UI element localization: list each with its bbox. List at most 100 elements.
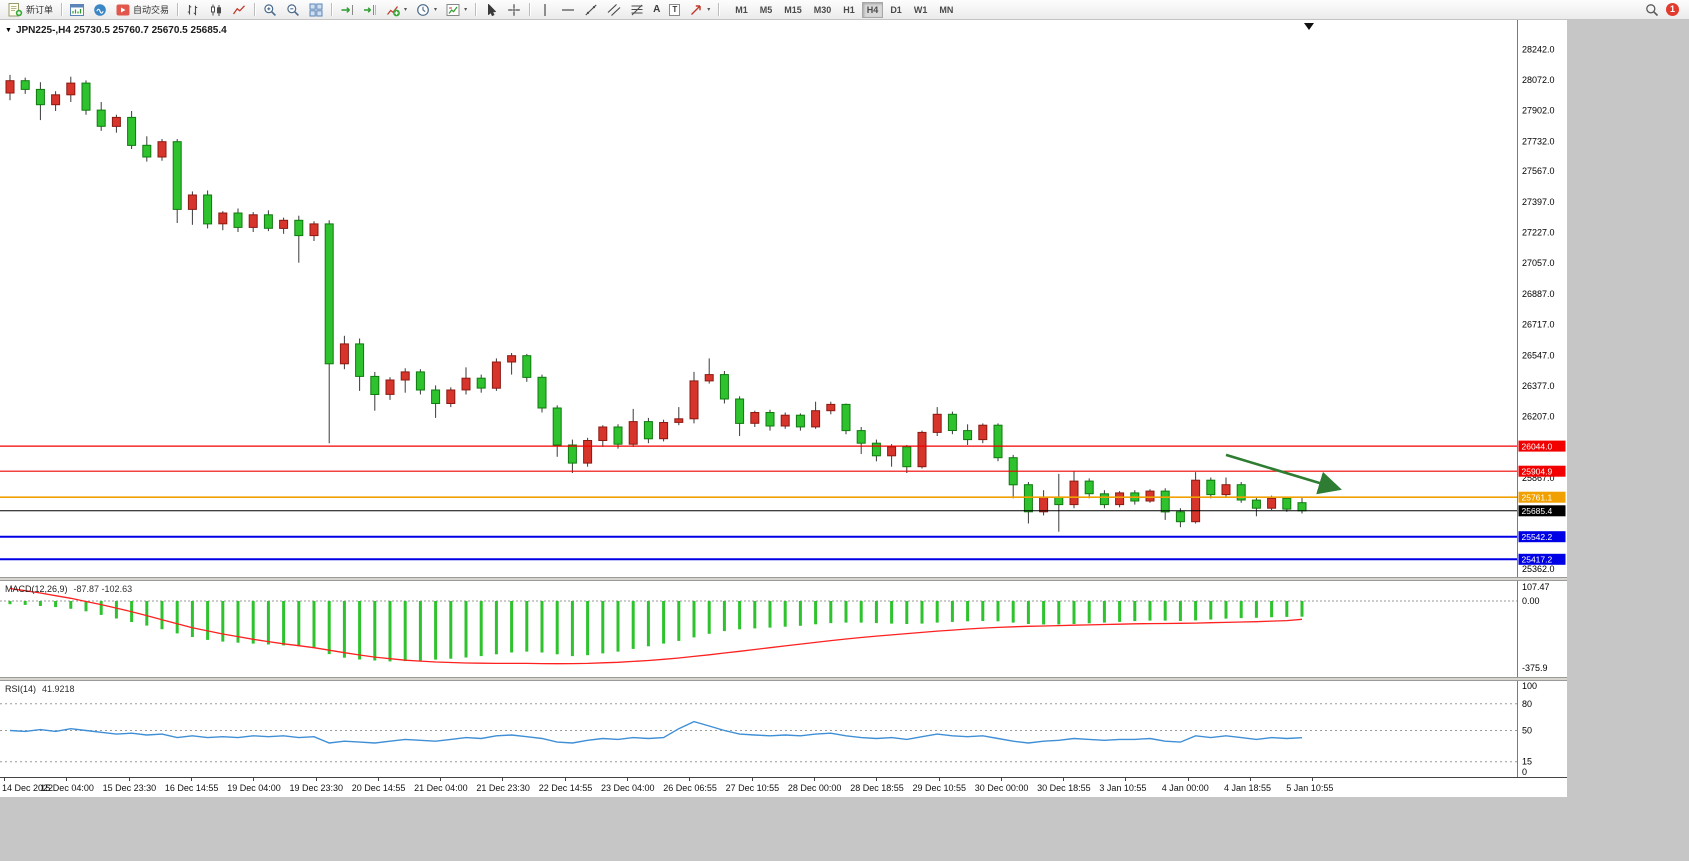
price-axis-label: 26887.0 (1522, 289, 1555, 299)
candle (96, 102, 106, 131)
zoom-in-button[interactable] (259, 1, 281, 19)
time-axis[interactable]: 14 Dec 2022 15 Dec 04:00 15 Dec 23:30 16 De… (0, 777, 1567, 797)
channel-button[interactable] (603, 1, 625, 19)
price-tag: 25761.1 (1518, 491, 1566, 503)
dropdown-caret-icon: ▾ (404, 7, 408, 13)
time-axis-label: 5 Jan 10:55 (1286, 783, 1334, 793)
time-axis-label: 21 Dec 23:30 (476, 783, 530, 793)
cursor-button[interactable] (480, 1, 502, 19)
vertical-line-button[interactable] (534, 1, 556, 19)
candlestick-chart-button[interactable] (205, 1, 227, 19)
candle (81, 80, 91, 115)
chart-title-text: JPN225-,H4 25730.5 25760.7 25670.5 25685… (15, 25, 227, 36)
timeframe-h4[interactable]: H4 (861, 1, 884, 18)
candle (1054, 473, 1064, 532)
add-indicator-button[interactable]: ▾ (382, 1, 411, 19)
text-button[interactable]: A (649, 1, 664, 19)
chart-window: 28242.0 28072.0 27902.0 27732.0 27567.0 27397… (0, 20, 1567, 797)
line-chart-button[interactable] (228, 1, 250, 19)
timeframe-h1[interactable]: H1 (838, 2, 860, 18)
candle (643, 417, 653, 444)
cursor-icon (488, 3, 496, 16)
toolbar-separator (718, 3, 720, 16)
text-label-icon: T (669, 3, 681, 16)
tile-windows-button[interactable] (305, 1, 327, 19)
candle (963, 424, 973, 445)
timeframe-m15[interactable]: M15 (779, 2, 807, 18)
trend-arrow[interactable] (1225, 453, 1342, 495)
candle (66, 76, 76, 102)
candle (1160, 488, 1170, 520)
candle (765, 409, 775, 431)
candle (1069, 471, 1079, 509)
macd-plot[interactable]: 107.47 0.00 -375.9 (0, 581, 1567, 677)
panel-splitter[interactable] (0, 577, 1567, 581)
community-button[interactable] (89, 1, 111, 19)
time-axis-label: 30 Dec 00:00 (974, 783, 1029, 793)
price-axis-label: 26207.0 (1522, 412, 1555, 422)
timeframe-m5[interactable]: M5 (755, 2, 778, 18)
candle (659, 419, 669, 442)
chart-shift-marker[interactable] (1304, 23, 1314, 30)
candle (1115, 491, 1125, 508)
timeframe-mn[interactable]: MN (934, 2, 958, 18)
candle (248, 212, 258, 232)
time-axis-label: 29 Dec 10:55 (912, 783, 967, 793)
time-tick (377, 778, 379, 781)
candle (1221, 477, 1231, 498)
svg-text:25542.2: 25542.2 (1522, 532, 1553, 542)
time-axis-label: 15 Dec 23:30 (102, 783, 157, 793)
text-label-button[interactable]: T (665, 1, 684, 19)
trendline-button[interactable] (580, 1, 602, 19)
crosshair-button[interactable] (503, 1, 525, 19)
chart-shift-button[interactable] (359, 1, 381, 19)
time-tick (627, 778, 628, 781)
macd-values: -87.87 -102.63 (73, 584, 133, 594)
price-axis-label: 27057.0 (1522, 258, 1555, 268)
autotrade-button[interactable]: 自动交易 (112, 1, 173, 19)
candle (826, 401, 836, 415)
search-icon (1646, 3, 1659, 16)
fibonacci-button[interactable] (626, 1, 648, 19)
time-axis-label: 4 Jan 18:55 (1224, 783, 1272, 793)
clock-icon (417, 3, 429, 16)
timeframe-w1[interactable]: W1 (909, 2, 933, 18)
price-axis-label: 25362.0 (1522, 564, 1555, 574)
candle (51, 91, 61, 111)
time-axis-label: 26 Dec 06:55 (663, 783, 717, 793)
add-indicator-icon (387, 5, 400, 16)
panel-splitter[interactable] (0, 677, 1567, 681)
candle (461, 367, 471, 395)
svg-text:25417.2: 25417.2 (1522, 555, 1553, 565)
template-button[interactable]: ▾ (442, 1, 471, 19)
rsi-plot[interactable]: 100 80 50 150 (0, 681, 1567, 777)
time-tick (440, 778, 442, 781)
ohlc-bars-icon (187, 4, 198, 15)
periods-button[interactable]: ▾ (412, 1, 441, 19)
auto-scroll-button[interactable] (336, 1, 358, 19)
time-tick (564, 778, 566, 781)
main-chart-panel: 28242.0 28072.0 27902.0 27732.0 27567.0 27397… (0, 20, 1567, 577)
zoom-out-button[interactable] (282, 1, 304, 19)
candle (583, 437, 593, 467)
candle (431, 385, 441, 418)
arrows-button[interactable]: ▾ (685, 1, 714, 19)
notification-badge[interactable]: 1 (1666, 3, 1679, 16)
toolbar-separator (177, 3, 179, 16)
chart-expand-icon[interactable]: ▼ (5, 27, 12, 34)
bar-chart-button[interactable] (182, 1, 204, 19)
time-tick (1063, 778, 1065, 781)
toolbar-separator (475, 3, 477, 16)
charts-window-button[interactable] (66, 1, 88, 19)
main-chart-plot[interactable]: 28242.0 28072.0 27902.0 27732.0 27567.0 27397… (0, 20, 1567, 577)
timeframe-d1[interactable]: D1 (885, 2, 907, 18)
timeframe-m1[interactable]: M1 (730, 2, 753, 18)
timeframe-m30[interactable]: M30 (809, 2, 837, 18)
search-button[interactable] (1641, 1, 1663, 19)
candle (203, 190, 213, 229)
new-order-button[interactable]: 新订单 (4, 1, 57, 19)
candle (309, 221, 319, 241)
horizontal-line-button[interactable] (557, 1, 579, 19)
price-tag: 25685.4 (1518, 505, 1566, 517)
price-axis-label: 27732.0 (1522, 136, 1555, 146)
